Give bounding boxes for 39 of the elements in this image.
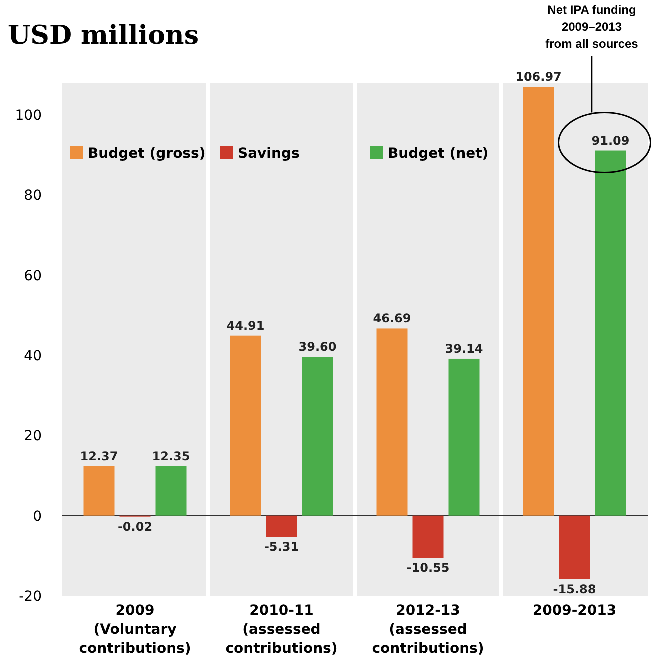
data-label: 44.91 bbox=[226, 318, 265, 333]
bar bbox=[448, 358, 480, 516]
y-tick-label: 20 bbox=[24, 428, 42, 445]
data-label: 39.60 bbox=[298, 340, 337, 354]
data-label: 106.97 bbox=[516, 70, 562, 84]
bar bbox=[595, 150, 626, 516]
y-tick-label: -20 bbox=[19, 589, 42, 605]
data-label: 46.69 bbox=[373, 312, 412, 326]
data-label: 39.14 bbox=[445, 342, 484, 356]
y-tick-label: 100 bbox=[15, 108, 42, 124]
bar bbox=[412, 516, 444, 558]
x-tick-label: 2012-13 (assessed contributions) bbox=[372, 603, 484, 657]
legend-label: Savings bbox=[238, 146, 300, 162]
y-tick-label: 60 bbox=[24, 268, 42, 284]
text: Net IPA funding 2009–2013 from all sources bbox=[546, 3, 639, 51]
chart-title: USD millions bbox=[8, 21, 199, 51]
bar bbox=[84, 466, 115, 516]
x-tick-label: 2010-11 (assessed contributions) bbox=[226, 603, 338, 657]
data-label: 12.37 bbox=[80, 449, 118, 464]
data-label: -10.55 bbox=[406, 561, 450, 576]
bar bbox=[302, 357, 334, 516]
y-tick-label: 80 bbox=[24, 188, 42, 204]
bar bbox=[230, 336, 262, 516]
data-label: -15.88 bbox=[553, 582, 596, 596]
y-tick-label: 40 bbox=[24, 348, 42, 365]
data-label: -5.31 bbox=[264, 540, 300, 554]
data-label: 91.09 bbox=[592, 134, 630, 148]
x-tick-label: 2009 (Voluntary contributions) bbox=[79, 603, 192, 657]
bar bbox=[559, 516, 590, 580]
bar bbox=[376, 328, 408, 516]
bar bbox=[523, 87, 554, 516]
x-tick-label: 2009-2013 bbox=[532, 603, 617, 619]
y-tick-label: 0 bbox=[33, 508, 42, 525]
data-label: -0.02 bbox=[118, 520, 153, 534]
data-label: 12.35 bbox=[152, 449, 190, 464]
bar bbox=[156, 466, 187, 516]
bar bbox=[266, 516, 298, 538]
legend-label: Budget (net) bbox=[388, 146, 489, 162]
legend-label: Budget (gross) bbox=[88, 146, 206, 162]
